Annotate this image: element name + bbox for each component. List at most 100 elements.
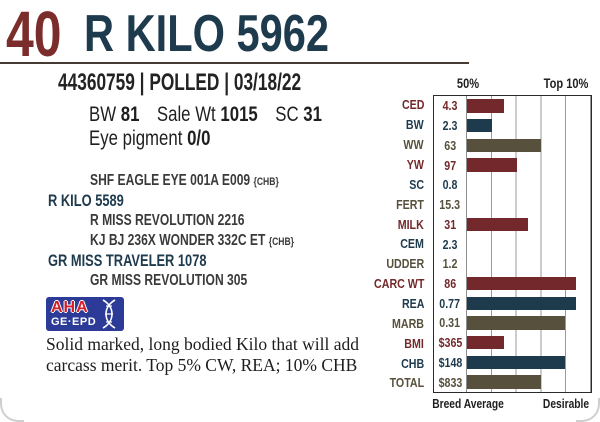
epd-row: 86	[434, 273, 591, 294]
epd-row-label: BW	[406, 117, 424, 133]
pedigree-block: SHF EAGLE EYE 001A E009 {CHB} R KILO 558…	[0, 171, 380, 291]
epd-row-label: CARC WT	[373, 276, 424, 292]
epd-row-label: BMI	[404, 335, 424, 351]
epd-row-label: YW	[406, 157, 424, 172]
epd-row-plot	[467, 313, 591, 333]
pedigree-dam-dam: GR MISS REVOLUTION 305	[90, 272, 248, 289]
epd-percentile-bar	[467, 335, 505, 350]
epd-row-label: CED	[401, 97, 424, 113]
epd-row: 0.8	[434, 174, 591, 195]
footer-breed-average: Breed Average	[432, 397, 504, 411]
epd-row-plot	[467, 234, 591, 254]
registration-line: 44360759 | POLLED | 03/18/22	[58, 69, 302, 96]
epd-row-value: 63	[434, 135, 467, 156]
chb-tag: {CHB}	[268, 236, 295, 248]
epd-row-label: CHB	[400, 355, 424, 371]
epd-row-value: $148	[434, 352, 467, 373]
epd-row: 31	[434, 214, 591, 235]
aha-logo-text: AHA	[51, 299, 89, 316]
epd-row: $148	[434, 352, 591, 373]
epd-row: $833	[434, 372, 591, 393]
epd-row-plot	[467, 332, 591, 353]
epd-percentile-bar	[467, 316, 565, 330]
bw-value: 81	[120, 103, 140, 126]
epd-percentile-bar	[467, 276, 577, 291]
eye-pigment-value: 0/0	[187, 127, 211, 150]
epd-row-plot	[467, 135, 591, 156]
pedigree-sire: R KILO 5589	[48, 192, 124, 210]
epd-row-plot	[467, 273, 591, 294]
epd-percentile-bar	[467, 296, 577, 310]
epd-row-label: FERT	[396, 196, 424, 212]
epd-row-value: $833	[434, 372, 467, 393]
dna-helix-icon	[102, 299, 116, 329]
epd-row-plot	[467, 253, 591, 274]
chb-tag: {CHB}	[253, 176, 279, 188]
epd-row-plot	[467, 214, 591, 235]
epd-percentile-bar	[467, 217, 528, 231]
epd-percentile-bar	[467, 375, 542, 389]
epd-row-label: REA	[401, 296, 424, 312]
epd-row-plot	[467, 174, 591, 195]
epd-row-plot	[467, 115, 591, 136]
sc-label: SC	[275, 103, 299, 126]
epd-row-plot	[467, 96, 591, 116]
stats-line-1: BW 81 Sale Wt 1015 SC 31	[89, 103, 335, 127]
eye-pigment-label: Eye pigment	[89, 127, 183, 150]
epd-row-label: TOTAL	[389, 375, 424, 391]
epd-row-value: 31	[434, 214, 467, 235]
epd-row-plot	[467, 372, 591, 393]
epd-row-value: 86	[434, 273, 467, 294]
animal-name-title: R KILO 5962	[84, 5, 330, 63]
pedigree-dam-sire: KJ BJ 236X WONDER 332C ET {CHB}	[90, 232, 295, 249]
epd-row: 4.3	[434, 96, 591, 116]
pedigree-dam: GR MISS TRAVELER 1078	[48, 252, 207, 270]
epd-row-plot	[467, 293, 591, 314]
pedigree-sire-sire: SHF EAGLE EYE 001A E009 {CHB}	[90, 172, 279, 189]
epd-row-value: 97	[434, 155, 467, 175]
sale-description: Solid marked, long bodied Kilo that will…	[46, 334, 394, 376]
epd-row-value: $365	[434, 332, 467, 353]
stats-line-2: Eye pigment 0/0	[89, 127, 210, 151]
epd-row-label: MARB	[392, 315, 424, 331]
epd-row-value: 1.2	[434, 253, 467, 274]
bw-label: BW	[89, 103, 117, 126]
epd-row-value: 2.3	[434, 115, 467, 136]
pedigree-sire-dam: R MISS REVOLUTION 2216	[90, 212, 245, 229]
epd-row-label: MILK	[397, 216, 424, 232]
epd-row: 0.77	[434, 293, 591, 314]
aha-ge-epd-logo: AHA GE·EPD	[46, 297, 124, 331]
epd-row-value: 15.3	[434, 194, 467, 215]
epd-row: 2.3	[434, 234, 591, 254]
epd-row-value: 2.3	[434, 234, 467, 254]
sale-wt-label: Sale Wt	[156, 103, 216, 126]
epd-row-value: 4.3	[434, 96, 467, 116]
lot-number: 40	[6, 0, 62, 70]
epd-row-value: 0.31	[434, 313, 467, 333]
page-corner-decoration	[0, 398, 24, 422]
description-line: carcass merit. Top 5% CW, REA; 10% CHB	[46, 355, 358, 375]
epd-row: 15.3	[434, 194, 591, 215]
epd-row-label: UDDER	[386, 256, 424, 272]
ge-epd-logo-text: GE·EPD	[51, 316, 97, 328]
epd-chart-labels: CED BW WW YW SC FERT MILK CEM UDDER CARC WT REA MAR…	[373, 95, 429, 393]
sale-wt-value: 1015	[220, 103, 258, 126]
epd-row-label: CEM	[400, 236, 424, 252]
epd-row: $365	[434, 332, 591, 353]
epd-row: 2.3	[434, 115, 591, 136]
epd-row-value: 0.77	[434, 293, 467, 314]
sc-value: 31	[303, 103, 322, 126]
epd-row-label: WW	[403, 137, 424, 153]
epd-row-plot	[467, 194, 591, 215]
description-line: Solid marked, long bodied Kilo that will…	[46, 334, 360, 354]
epd-percentile-bar	[467, 355, 565, 370]
epd-percentile-chart: 50% Top 10% CED BW WW YW SC FERT MILK CEM UDDER C…	[373, 76, 598, 420]
epd-row: 0.31	[434, 313, 591, 333]
epd-percentile-bar	[467, 138, 542, 153]
axis-label-50pct: 50%	[456, 76, 480, 91]
epd-row-plot	[467, 352, 591, 373]
epd-row-label: SC	[409, 176, 424, 192]
epd-row: 97	[434, 155, 591, 175]
epd-chart-rows: 4.3 2.3 63 97 0.8 15.3 31 2.3 1.2 86 0.77 0.31 $365 $…	[433, 95, 592, 393]
